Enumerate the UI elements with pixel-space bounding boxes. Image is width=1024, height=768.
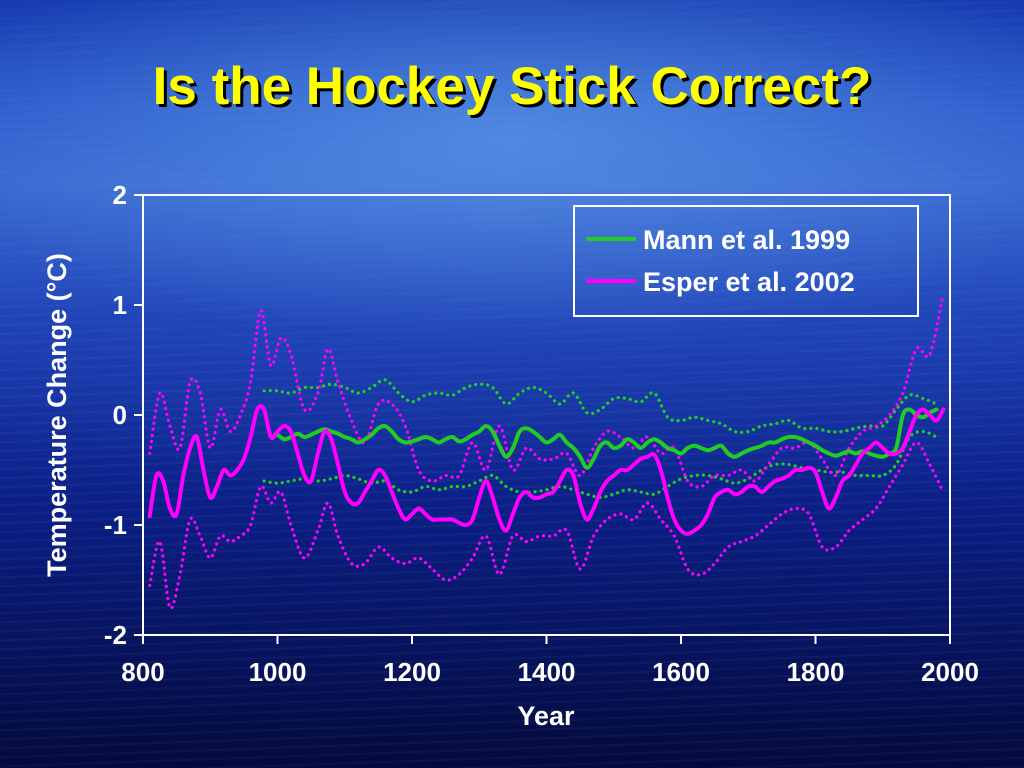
y-axis-title: Temperature Change (°C) [42, 253, 72, 577]
legend-label-esper: Esper et al. 2002 [643, 267, 855, 297]
mann-bound-lower [262, 429, 939, 500]
y-tick-label: 0 [113, 400, 127, 430]
y-tick-label: 2 [113, 180, 127, 210]
axis-ticks: 800 1000 1200 1400 1600 1800 2000 2 1 0 -1 -2 [104, 180, 979, 687]
x-tick-label: 800 [121, 657, 164, 687]
x-tick-label: 2000 [921, 657, 979, 687]
y-tick-label: -2 [104, 620, 127, 650]
x-tick-label: 1400 [518, 657, 576, 687]
mann-bound-upper [262, 378, 939, 434]
x-tick-label: 1800 [787, 657, 845, 687]
legend-box [573, 205, 919, 317]
series-line-mann [275, 407, 939, 470]
legend: Mann et al. 1999 Esper et al. 2002 [573, 205, 919, 317]
series-layer [147, 292, 946, 610]
x-tick-label: 1600 [652, 657, 710, 687]
y-tick-label: -1 [104, 510, 127, 540]
esper-bound-upper [148, 292, 945, 489]
x-axis-title: Year [517, 701, 575, 731]
series-line-esper [147, 404, 946, 536]
x-tick-label: 1000 [249, 657, 307, 687]
y-tick-label: 1 [113, 290, 127, 320]
legend-label-mann: Mann et al. 1999 [643, 225, 850, 255]
esper-bound-lower [148, 440, 945, 610]
slide-title: Is the Hockey Stick Correct? [152, 57, 872, 116]
x-tick-label: 1200 [383, 657, 441, 687]
